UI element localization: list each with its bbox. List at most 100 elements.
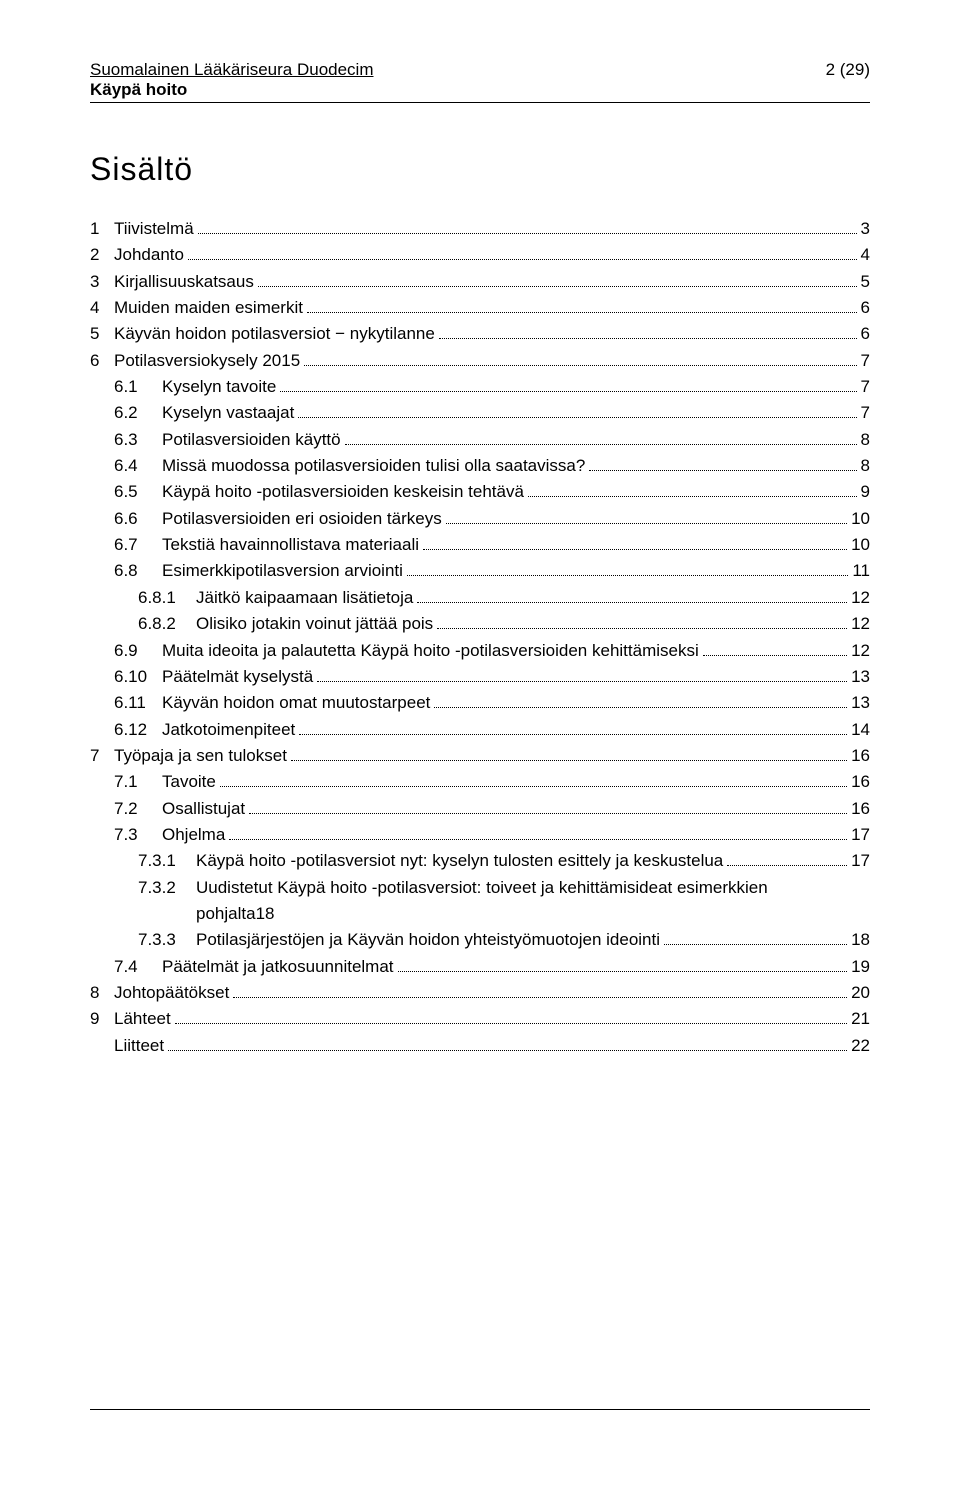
toc-label: Kyselyn tavoite <box>162 374 276 400</box>
toc-num: 3 <box>90 269 114 295</box>
toc-row: 7Työpaja ja sen tulokset16 <box>90 743 870 769</box>
toc-page: 7 <box>861 348 870 374</box>
toc-leader <box>317 667 847 682</box>
toc-label: Potilasversiokysely 2015 <box>114 348 300 374</box>
toc-label: Muiden maiden esimerkit <box>114 295 303 321</box>
toc-leader <box>280 377 856 392</box>
toc-num: 6.2 <box>114 400 162 426</box>
page-header: Suomalainen Lääkäriseura Duodecim Käypä … <box>90 60 870 103</box>
toc-label: Potilasjärjestöjen ja Käyvän hoidon yhte… <box>196 927 660 953</box>
toc-num: 7.1 <box>114 769 162 795</box>
toc-page: 8 <box>861 427 870 453</box>
toc-page: 12 <box>851 638 870 664</box>
toc-page: 7 <box>861 400 870 426</box>
toc-row: 7.3.1Käypä hoito -potilasversiot nyt: ky… <box>90 848 870 874</box>
toc-page: 17 <box>851 848 870 874</box>
toc-page: 20 <box>851 980 870 1006</box>
toc-page: 10 <box>851 506 870 532</box>
toc-leader <box>398 956 848 971</box>
toc-leader <box>345 429 857 444</box>
toc-label: Muita ideoita ja palautetta Käypä hoito … <box>162 638 699 664</box>
toc-leader <box>664 930 847 945</box>
toc-leader <box>417 588 847 603</box>
toc-page: 6 <box>861 295 870 321</box>
toc-leader <box>233 983 847 998</box>
toc-num: 6.11 <box>114 690 162 716</box>
toc-num: 7.4 <box>114 954 162 980</box>
toc-row: 1Tiivistelmä 3 <box>90 216 870 242</box>
toc-label: Jäitkö kaipaamaan lisätietoja <box>196 585 413 611</box>
toc-leader <box>439 324 857 339</box>
toc-page: 12 <box>851 585 870 611</box>
toc-label: Tekstiä havainnollistava materiaali <box>162 532 419 558</box>
toc-num: 9 <box>90 1006 114 1032</box>
toc-num: 7.3.2 <box>138 875 196 901</box>
toc-label: Jatkotoimenpiteet <box>162 717 295 743</box>
toc-row: 4Muiden maiden esimerkit6 <box>90 295 870 321</box>
toc-label: Potilasversioiden eri osioiden tärkeys <box>162 506 442 532</box>
toc-page: 16 <box>851 769 870 795</box>
toc-page: 6 <box>861 321 870 347</box>
toc-leader <box>298 403 856 418</box>
toc-page: 18 <box>256 901 275 927</box>
toc-leader <box>437 614 847 629</box>
toc-label: Päätelmät kyselystä <box>162 664 313 690</box>
toc-row: 6.7Tekstiä havainnollistava materiaali 10 <box>90 532 870 558</box>
toc-row: 6.5Käypä hoito -potilasversioiden keskei… <box>90 479 870 505</box>
toc-leader <box>249 798 847 813</box>
toc-page: 3 <box>861 216 870 242</box>
toc-label: Käyvän hoidon potilasversiot − nykytilan… <box>114 321 435 347</box>
toc-leader <box>220 772 847 787</box>
toc-num: 6.10 <box>114 664 162 690</box>
toc-leader <box>299 719 847 734</box>
toc-label: Olisiko jotakin voinut jättää pois <box>196 611 433 637</box>
toc-num: 6 <box>90 348 114 374</box>
toc-row: 6.6Potilasversioiden eri osioiden tärkey… <box>90 506 870 532</box>
toc-leader <box>198 219 857 234</box>
toc-row: 7.3.2Uudistetut Käypä hoito -potilasvers… <box>90 875 870 901</box>
toc-page: 16 <box>851 796 870 822</box>
toc-page: 13 <box>851 690 870 716</box>
toc-leader <box>528 482 857 497</box>
toc-row: 6.8.1Jäitkö kaipaamaan lisätietoja12 <box>90 585 870 611</box>
toc-label: Kyselyn vastaajat <box>162 400 294 426</box>
toc-row: pohjalta 18 <box>90 901 870 927</box>
toc-label: Tiivistelmä <box>114 216 194 242</box>
header-sub: Käypä hoito <box>90 80 374 100</box>
toc-row: Liitteet22 <box>90 1033 870 1059</box>
toc-leader <box>168 1035 847 1050</box>
toc-label: Johdanto <box>114 242 184 268</box>
toc-row: 8Johtopäätökset20 <box>90 980 870 1006</box>
toc-row: 6.3Potilasversioiden käyttö8 <box>90 427 870 453</box>
header-left: Suomalainen Lääkäriseura Duodecim Käypä … <box>90 60 374 100</box>
toc-leader <box>446 508 847 523</box>
toc-num: 2 <box>90 242 114 268</box>
toc-page: 22 <box>851 1033 870 1059</box>
toc-num: 7.3 <box>114 822 162 848</box>
toc-label: Uudistetut Käypä hoito -potilasversiot: … <box>196 875 768 901</box>
toc-num: 6.7 <box>114 532 162 558</box>
toc-label: Osallistujat <box>162 796 245 822</box>
toc-label: Käypä hoito -potilasversiot nyt: kyselyn… <box>196 848 723 874</box>
toc-leader <box>229 825 847 840</box>
footer-line <box>90 1409 870 1410</box>
toc-label: Lähteet <box>114 1006 171 1032</box>
toc-page: 16 <box>851 743 870 769</box>
toc-label: Potilasversioiden käyttö <box>162 427 341 453</box>
toc-page: 8 <box>861 453 870 479</box>
toc-page: 9 <box>861 479 870 505</box>
header-pagenum: 2 (29) <box>826 60 870 100</box>
toc-num: 6.8.2 <box>138 611 196 637</box>
toc-row: 6.1Kyselyn tavoite7 <box>90 374 870 400</box>
toc-leader <box>304 350 856 365</box>
toc-label: Esimerkkipotilasversion arviointi <box>162 558 403 584</box>
toc-row: 5Käyvän hoidon potilasversiot − nykytila… <box>90 321 870 347</box>
toc-page: 4 <box>861 242 870 268</box>
toc-page: 17 <box>851 822 870 848</box>
toc-label: Käypä hoito -potilasversioiden keskeisin… <box>162 479 524 505</box>
toc-row: 6Potilasversiokysely 2015 7 <box>90 348 870 374</box>
toc-page: 10 <box>851 532 870 558</box>
toc-num: 5 <box>90 321 114 347</box>
toc-num: 1 <box>90 216 114 242</box>
toc-num: 7 <box>90 743 114 769</box>
